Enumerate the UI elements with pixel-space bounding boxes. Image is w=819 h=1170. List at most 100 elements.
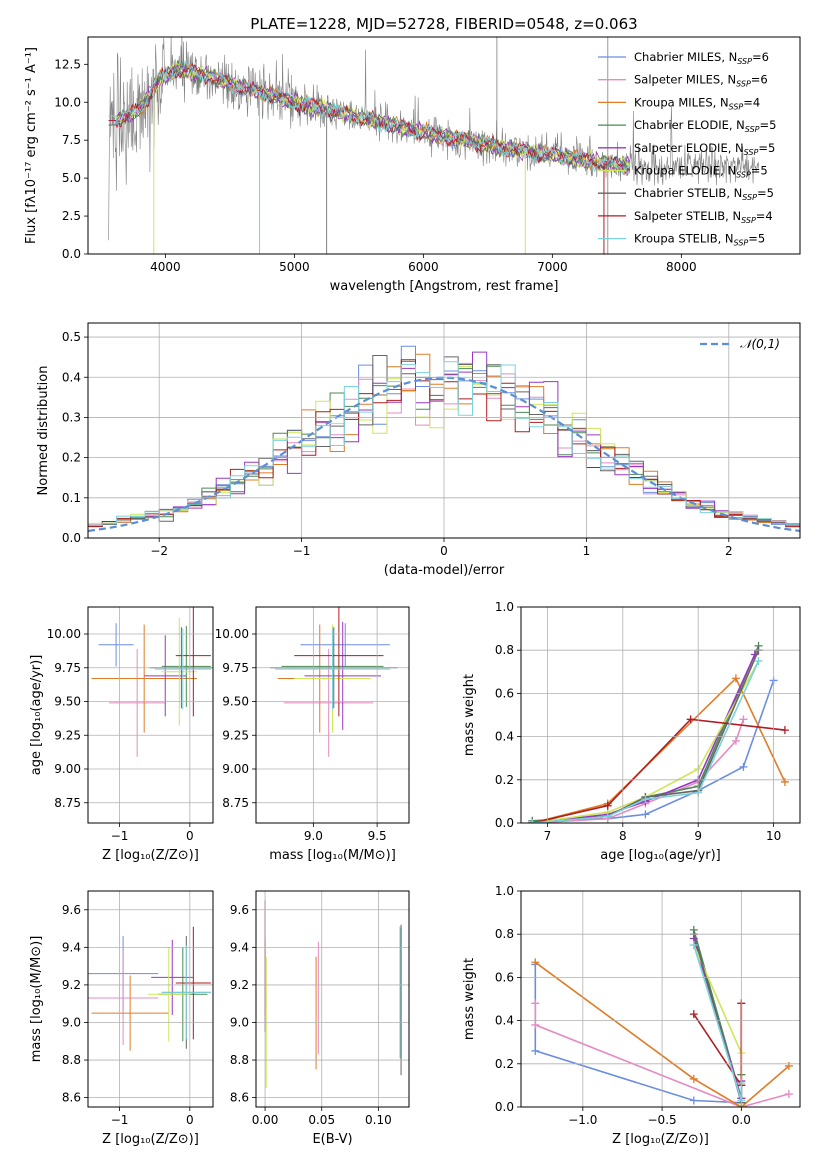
y-tick-label: 0.6 — [495, 686, 514, 700]
model-line-kroupa_stelib — [108, 60, 631, 175]
y-tick-label: 9.50 — [54, 695, 81, 709]
point-marker-kroupa_stelib — [528, 819, 537, 823]
plot-area — [270, 607, 398, 757]
chart-histogram: −2 −1 0 1 2 0.0 0.1 0.2 0.3 0.4 0.5 (data-model)/er… — [36, 322, 801, 578]
x-tick-label: −1.0 — [568, 1113, 597, 1127]
series-line-salpeter_miles — [534, 1003, 790, 1107]
y-tick-label: 9.75 — [222, 661, 249, 675]
x-tick-label: 6000 — [408, 260, 439, 274]
y-tick-label: 9.6 — [230, 903, 249, 917]
y-tick-label: 7.5 — [62, 133, 81, 147]
plot-area — [88, 926, 211, 1051]
y-tick-label: 8.8 — [62, 1053, 81, 1067]
x-tick-label: −1 — [111, 829, 129, 843]
y-tick-label: 0.6 — [495, 970, 514, 984]
y-tick-label: 12.5 — [54, 57, 81, 71]
x-tick-label: 0.00 — [252, 1113, 279, 1127]
y-axis-label: Normed distribution — [36, 366, 51, 496]
x-tick-label: 0 — [440, 544, 448, 558]
y-tick-label: 9.25 — [54, 728, 81, 742]
point-marker-kroupa_stelib — [689, 941, 698, 949]
chart-massweight_vs_age: 7 8 9 10 0.0 0.2 0.4 0.6 0.8 1.0 age [log₁₀(age/yr… — [462, 600, 801, 863]
point-marker-salpeter_stelib — [780, 726, 789, 735]
x-tick-label: 5000 — [279, 260, 310, 274]
y-tick-label: 0.3 — [62, 410, 81, 424]
y-tick-label: 0.4 — [495, 1014, 514, 1028]
chart-massweight_vs_z: −1.0 −0.5 0.0 0.0 0.2 0.4 0.6 0.8 1.0 Z [log₁₀(Z/… — [462, 884, 801, 1147]
point-marker-salpeter_miles — [531, 999, 540, 1008]
point-marker-salpeter_miles — [531, 1020, 540, 1029]
y-axis-label: mass weight — [462, 958, 477, 1040]
legend-label: Salpeter STELIB, NSSP=4 — [634, 209, 773, 225]
y-tick-label: 0.2 — [62, 451, 81, 465]
x-tick-label: 9.0 — [304, 829, 323, 843]
series-line-kroupa_miles — [532, 676, 786, 823]
y-axis-label: mass weight — [462, 674, 477, 756]
y-tick-label: 0.4 — [62, 370, 81, 384]
axes-frame — [87, 322, 801, 539]
y-tick-label: 0.0 — [495, 816, 514, 830]
point-marker-chabrier_miles — [531, 1046, 540, 1055]
point-marker-kroupa_stelib — [754, 657, 763, 665]
plot-area — [108, 37, 759, 254]
x-tick-label: 7000 — [537, 260, 568, 274]
x-tick-label: −1 — [293, 544, 311, 558]
point-marker-kroupa_stelib — [603, 812, 612, 821]
x-tick-label: 9 — [694, 829, 702, 843]
point-marker-chabrier_miles — [689, 1096, 698, 1105]
legend-label: Kroupa STELIB, NSSP=5 — [634, 232, 765, 248]
y-tick-label: 9.25 — [222, 728, 249, 742]
y-tick-label: 9.2 — [62, 978, 81, 992]
point-marker-chabrier_miles — [641, 810, 650, 819]
x-tick-label: 0 — [186, 1113, 194, 1127]
x-axis-label: E(B-V) — [312, 1132, 352, 1147]
x-tick-label: 0.0 — [732, 1113, 751, 1127]
y-tick-label: 0.1 — [62, 491, 81, 505]
x-tick-label: 8 — [619, 829, 627, 843]
x-axis-label: mass [log₁₀(M/M⊙)] — [269, 848, 396, 863]
y-tick-label: 0.8 — [495, 643, 514, 657]
point-marker-salpeter_miles — [739, 715, 748, 724]
y-tick-label: 9.4 — [62, 940, 81, 954]
x-axis-label: (data-model)/error — [384, 563, 505, 578]
point-marker-kroupa_miles — [784, 1061, 793, 1070]
x-tick-label: 4000 — [150, 260, 181, 274]
legend-label: Salpeter MILES, NSSP=6 — [634, 73, 768, 89]
x-axis-label: Z [log₁₀(Z/Z⊙)] — [612, 1132, 709, 1147]
point-marker-kroupa_miles — [731, 674, 740, 683]
y-tick-label: 9.0 — [62, 1015, 81, 1029]
y-tick-label: 8.6 — [230, 1091, 249, 1105]
point-marker-salpeter_miles — [784, 1090, 793, 1099]
axes-frame — [520, 606, 801, 824]
point-marker-kroupa_miles — [531, 958, 540, 967]
x-tick-label: 9.5 — [368, 829, 387, 843]
legend-label: Chabrier STELIB, NSSP=5 — [634, 186, 774, 202]
point-marker-chabrier_miles — [739, 762, 748, 771]
y-tick-label: 0.5 — [62, 330, 81, 344]
x-tick-label: −0.5 — [648, 1113, 677, 1127]
x-axis-label: Z [log₁₀(Z/Z⊙)] — [102, 1132, 199, 1147]
y-tick-label: 9.75 — [54, 661, 81, 675]
chart-mass_vs_z: −1 0 8.6 8.8 9.0 9.2 9.4 9.6 Z [log₁₀(Z/Z⊙)] mass… — [29, 890, 214, 1147]
plot-area — [528, 641, 789, 823]
y-axis-label: mass [log₁₀(M/M⊙)] — [29, 936, 44, 1063]
series-line-salpeter_stelib — [532, 718, 785, 823]
model-line-salpeter_stelib — [108, 62, 631, 174]
y-tick-label: 8.6 — [62, 1091, 81, 1105]
x-axis-label: Z [log₁₀(Z/Z⊙)] — [102, 848, 199, 863]
y-tick-label: 5.0 — [62, 171, 81, 185]
axes-frame — [87, 606, 214, 824]
x-tick-label: 0 — [186, 829, 194, 843]
series-line-salpeter_miles — [532, 719, 745, 823]
y-tick-label: 0.4 — [495, 730, 514, 744]
y-tick-label: 9.00 — [222, 762, 249, 776]
axes-frame — [520, 890, 801, 1108]
axes-frame — [87, 36, 801, 255]
y-tick-label: 0.2 — [495, 1057, 514, 1071]
x-tick-label: −2 — [150, 544, 168, 558]
x-tick-label: 8000 — [666, 260, 697, 274]
y-tick-label: 8.8 — [230, 1053, 249, 1067]
x-tick-label: 7 — [544, 829, 552, 843]
y-tick-label: 2.5 — [62, 209, 81, 223]
